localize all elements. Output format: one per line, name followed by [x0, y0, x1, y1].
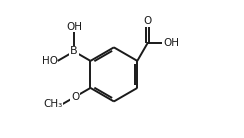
Text: OH: OH — [66, 22, 82, 32]
Text: O: O — [71, 92, 79, 102]
Text: CH₃: CH₃ — [43, 99, 62, 109]
Text: O: O — [143, 16, 152, 26]
Text: HO: HO — [42, 56, 58, 66]
Text: B: B — [70, 46, 78, 56]
Text: OH: OH — [163, 38, 179, 48]
